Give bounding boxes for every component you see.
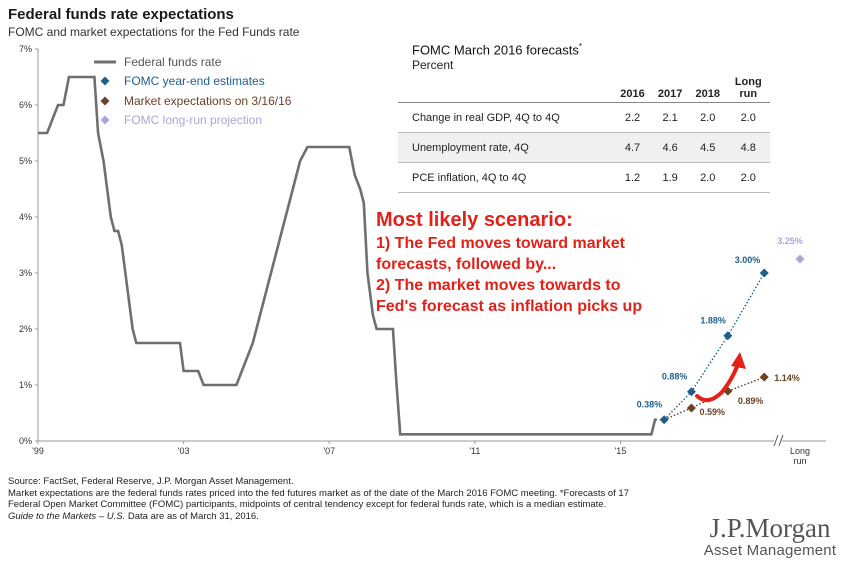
- page-title: Federal funds rate expectations: [8, 6, 234, 23]
- y-tick-label: 2%: [19, 324, 32, 334]
- legend-label: FOMC long-run projection: [124, 113, 262, 127]
- table-row: PCE inflation, 4Q to 4Q 1.2 1.9 2.0 2.0: [398, 162, 770, 194]
- market-point: [686, 403, 696, 413]
- market-data-label: 1.14%: [774, 373, 800, 383]
- forecasts-col-2016: 2016: [613, 74, 652, 104]
- scenario-line-4: Fed's forecast as inflation picks up: [376, 298, 643, 315]
- footer-guide-title: Guide to the Markets – U.S.: [8, 510, 126, 522]
- scenario-line-2: forecasts, followed by...: [376, 256, 557, 273]
- cell-value: 2.0: [726, 162, 770, 194]
- legend-swatch-long-run: [100, 115, 110, 125]
- x-tick-label: '99: [32, 446, 44, 456]
- market-data-label: 0.89%: [738, 396, 764, 406]
- fomc-point: [759, 268, 769, 278]
- row-label-pce: PCE inflation, 4Q to 4Q: [398, 162, 614, 194]
- jpmorgan-logo: J.P.Morgan Asset Management: [700, 514, 840, 559]
- fomc-data-label: 0.88%: [662, 372, 688, 382]
- cell-value: 4.8: [726, 132, 770, 164]
- logo-sub: Asset Management: [703, 542, 837, 559]
- y-tick-label: 0%: [19, 436, 32, 446]
- legend-label: Federal funds rate: [124, 55, 222, 69]
- footer-note-1: Market expectations are the federal fund…: [8, 487, 629, 499]
- x-tick-label-run: run: [793, 456, 806, 466]
- y-tick-label: 1%: [19, 380, 32, 390]
- cell-value: 1.2: [613, 162, 652, 194]
- cell-value: 2.1: [651, 102, 689, 134]
- cell-value: 4.5: [688, 132, 727, 164]
- row-label-unemployment: Unemployment rate, 4Q: [398, 132, 614, 164]
- x-tick-label: '07: [323, 446, 335, 456]
- scenario-arrow-head: [731, 352, 746, 369]
- forecasts-col-long-run: Long run: [726, 74, 770, 104]
- forecasts-table: 2016 2017 2018 Long run Change in real G…: [398, 74, 770, 194]
- footer-note-2: Federal Open Market Committee (FOMC) par…: [8, 499, 607, 510]
- x-tick-label-long: Long: [790, 446, 810, 456]
- row-label-gdp: Change in real GDP, 4Q to 4Q: [398, 102, 614, 134]
- y-tick-label: 4%: [19, 212, 32, 222]
- fomc-point: [723, 331, 733, 341]
- fomc-point: [686, 387, 696, 397]
- footer-source: Source: FactSet, Federal Reserve, J.P. M…: [8, 476, 294, 487]
- long-run-point: [795, 254, 805, 264]
- y-tick-label: 6%: [19, 100, 32, 110]
- y-tick-label: 7%: [19, 44, 32, 54]
- scenario-arrow: [695, 362, 740, 403]
- forecasts-col-2017: 2017: [651, 74, 689, 104]
- market-data-label: 0.59%: [699, 407, 725, 417]
- fomc-point: [659, 415, 669, 425]
- footer-notes: Source: FactSet, Federal Reserve, J.P. M…: [8, 476, 698, 522]
- legend-swatch-fomc: [100, 76, 110, 86]
- market-point: [759, 372, 769, 382]
- forecasts-title-mark: *: [578, 42, 583, 51]
- scenario-annotation: Most likely scenario: 1) The Fed moves t…: [376, 208, 642, 317]
- legend-swatch-market: [100, 96, 110, 106]
- cell-value: 4.7: [613, 132, 652, 164]
- x-tick-label: '03: [178, 446, 190, 456]
- cell-value: 2.2: [613, 102, 652, 134]
- scenario-line-1: 1) The Fed moves toward market: [376, 235, 625, 252]
- series-line-fed-funds: [38, 75, 657, 436]
- legend-label: Market expectations on 3/16/16: [124, 94, 292, 108]
- scenario-heading: Most likely scenario:: [376, 209, 573, 231]
- legend-label: FOMC year-end estimates: [124, 74, 265, 88]
- scenario-line-3: 2) The market moves towards to: [376, 277, 621, 294]
- cell-value: 2.0: [688, 102, 727, 134]
- forecasts-header-blank: [398, 74, 614, 104]
- footer-guide-date: Data are as of March 31, 2016.: [125, 510, 259, 522]
- axis-break-gap: [774, 435, 782, 447]
- footer-guide: Guide to the Markets – U.S. Data are as …: [8, 511, 698, 523]
- axis-break-mark: [778, 434, 784, 447]
- forecasts-title: FOMC March 2016 forecasts*: [412, 42, 583, 58]
- forecasts-panel: FOMC March 2016 forecasts* Percent 2016 …: [398, 40, 770, 194]
- cell-value: 4.6: [651, 132, 689, 164]
- forecasts-header-row: 2016 2017 2018 Long run: [398, 74, 770, 104]
- table-row: Unemployment rate, 4Q 4.7 4.6 4.5 4.8: [398, 132, 770, 164]
- forecasts-subtitle: Percent: [412, 58, 454, 73]
- table-row: Change in real GDP, 4Q to 4Q 2.2 2.1 2.0…: [398, 102, 770, 134]
- fomc-data-label: 1.88%: [700, 316, 726, 326]
- fomc-data-label: 3.00%: [735, 255, 761, 265]
- y-tick-label: 3%: [19, 268, 32, 278]
- x-tick-label: '15: [615, 446, 627, 456]
- page-subtitle: FOMC and market expectations for the Fed…: [8, 25, 300, 39]
- axis-break-mark: [773, 434, 779, 447]
- cell-value: 2.0: [688, 162, 727, 194]
- y-tick-label: 5%: [19, 156, 32, 166]
- logo-main: J.P.Morgan: [709, 513, 831, 543]
- long-run-data-label: 3.25%: [777, 236, 803, 246]
- cell-value: 2.0: [726, 102, 770, 134]
- cell-value: 1.9: [651, 162, 689, 194]
- x-tick-label: '11: [469, 446, 480, 456]
- fomc-data-label: 0.38%: [637, 400, 663, 410]
- forecasts-col-2018: 2018: [688, 74, 727, 104]
